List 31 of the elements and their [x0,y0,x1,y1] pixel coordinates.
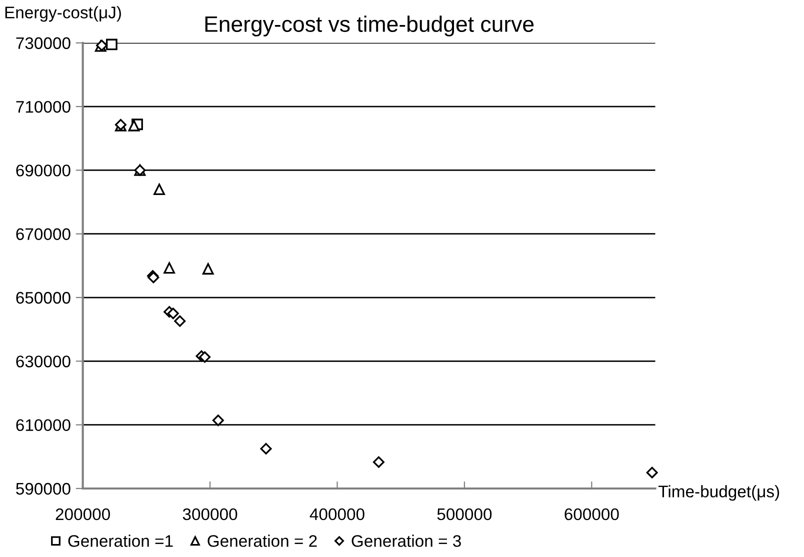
x-tick-label: 400000 [310,508,364,520]
point [199,351,211,363]
y-tick-label: 650000 [16,292,70,304]
y-axis-title: Energy-cost(μJ) [5,6,121,22]
point [106,38,118,50]
point [167,308,179,320]
point [164,262,176,274]
legend-label: Generation = 3 [352,534,461,547]
x-tick-label: 600000 [564,508,619,520]
y-tick-label: 630000 [16,356,70,368]
y-tick-label: 670000 [16,228,70,240]
x-tick-label: 300000 [182,508,238,520]
x-tick-label: 200000 [56,508,110,520]
point [212,414,224,426]
point [128,120,140,132]
point [154,184,165,195]
point [372,456,384,468]
y-tick-label: 710000 [16,100,70,113]
x-tick-label: 500000 [437,508,492,520]
point [202,263,214,275]
point [260,442,272,454]
y-tick-label: 590000 [16,482,70,495]
y-tick-label: 730000 [16,37,70,50]
point [646,466,658,478]
x-axis-title: Time-budget(μs) [658,485,780,501]
y-tick-label: 690000 [16,164,70,176]
legend-label: Generation = 2 [208,534,317,547]
y-tick-label: 610000 [16,419,70,432]
chart-title: Energy-cost vs time-budget curve [205,16,534,36]
point [174,315,186,327]
legend-label: Generation =1 [68,534,173,547]
